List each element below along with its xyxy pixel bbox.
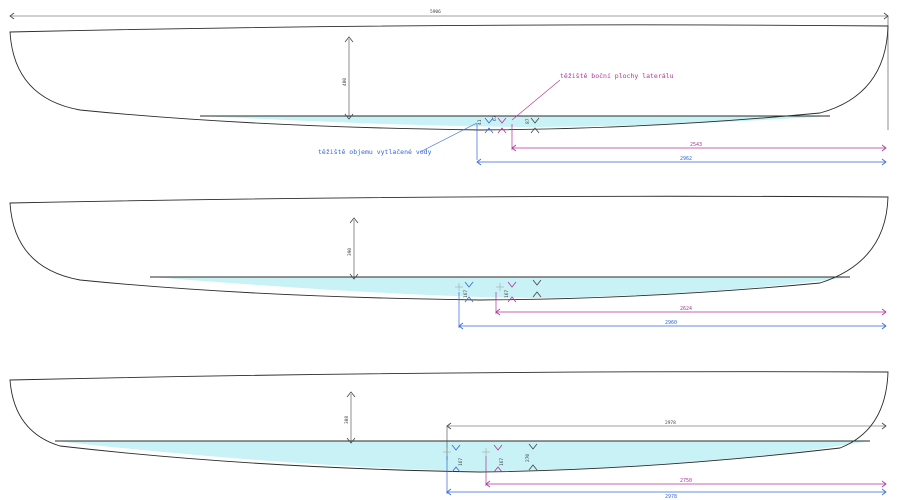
centroid-markers-2: 167 167 [455,279,542,328]
small-label-2b: 167 [504,290,510,298]
blue-length-1: 2962 [680,156,692,162]
mag-length-2: 2624 [680,306,692,312]
overall-length-label: 5906 [430,9,441,15]
mag-length-3: 2750 [680,478,692,484]
lateral-centroid-label: těžiště boční plochy laterálu [560,72,674,80]
small-label-1c: 87 [525,118,531,124]
hull-view-3: 308 2978 167 167 270 2750 [9,371,889,500]
hull-view-2: 390 167 167 2624 2960 [9,195,889,330]
overall-length-dimension: 5906 [9,9,889,130]
small-label-3b: 167 [499,458,505,466]
small-label-1b: 67 [492,115,498,121]
volume-centroid-label: těžiště objemu vytlačené vody [318,148,432,156]
waterline-area-3 [55,441,870,471]
hull-view-1: 400 41 67 87 těžiště boční plochy laterá… [9,24,889,166]
hull-outline-1 [9,24,889,131]
depth-label-2: 390 [347,248,353,256]
centroid-markers-3: 167 167 270 [443,443,538,494]
centroid-markers-1: 41 67 87 [476,115,540,160]
hull-outline-2 [9,195,889,301]
small-label-1a: 41 [477,119,483,125]
small-label-3a: 167 [458,458,464,466]
small-label-3c: 270 [525,454,531,462]
waterline-area-1 [200,116,830,127]
top-length-3: 2978 [665,420,676,426]
small-label-2a: 167 [463,290,469,298]
depth-label-3: 308 [344,416,350,424]
blue-length-3: 2978 [665,494,677,500]
hull-outline-3 [9,371,889,473]
blue-length-2: 2960 [665,320,677,326]
mag-length-1: 2543 [690,142,702,148]
depth-label-1: 400 [342,78,348,86]
